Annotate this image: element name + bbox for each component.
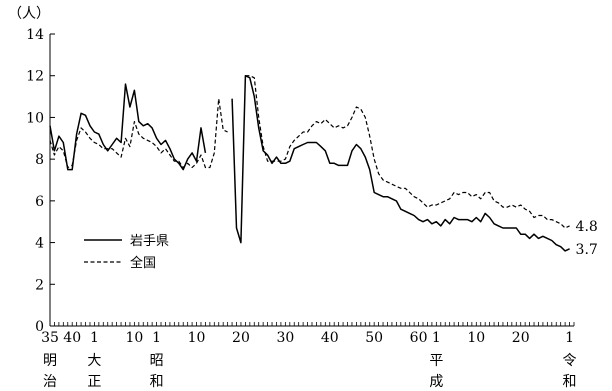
- era-label: 和: [150, 374, 164, 390]
- x-tick-label: 30: [276, 330, 294, 346]
- era-label: 昭: [150, 353, 164, 369]
- era-label: 成: [429, 374, 443, 390]
- x-tick-label: 10: [188, 330, 206, 346]
- y-tick-label: 0: [35, 319, 44, 335]
- y-tick-label: 6: [35, 194, 44, 210]
- y-tick-label: 14: [26, 27, 44, 43]
- era-label: 治: [43, 374, 57, 390]
- end-labels: 3.74.8: [576, 219, 598, 258]
- era-label: 正: [87, 374, 101, 390]
- x-tick-label: 20: [232, 330, 250, 346]
- x-tick-label: 60: [410, 330, 428, 346]
- x-tick-label: 40: [63, 330, 81, 346]
- y-tick-label: 8: [35, 152, 44, 168]
- x-tick-label: 50: [365, 330, 383, 346]
- era-label: 令: [563, 353, 577, 369]
- y-tick-label: 4: [35, 236, 44, 252]
- y-tick-label: 2: [35, 277, 44, 293]
- series-line-iwate: [49, 74, 570, 252]
- x-tick-label: 10: [467, 330, 485, 346]
- series-end-label: 3.7: [576, 242, 598, 258]
- y-axis: 0 2 4 6 8 10 12 14: [26, 27, 55, 335]
- legend-label: 岩手県: [130, 234, 169, 249]
- x-tick-label: 35: [41, 330, 59, 346]
- era-label: 大: [87, 353, 101, 369]
- era-label: 平: [429, 353, 443, 369]
- x-tick-label: 20: [512, 330, 530, 346]
- series-end-label: 4.8: [576, 219, 598, 235]
- era-label: 明: [43, 353, 57, 369]
- x-tick-label: 1: [90, 330, 99, 346]
- y-tick-label: 10: [26, 110, 44, 126]
- series-layer: [49, 74, 570, 252]
- x-tick-label: 10: [125, 330, 143, 346]
- x-tick-label: 1: [432, 330, 441, 346]
- x-tick-label: 1: [565, 330, 574, 346]
- era-label: 和: [563, 374, 577, 390]
- series-line-national: [49, 75, 570, 229]
- legend-label: 全国: [130, 255, 156, 271]
- y-axis-unit-label: （人）: [8, 6, 50, 22]
- y-tick-label: 12: [26, 69, 44, 85]
- x-tick-label: 1: [152, 330, 161, 346]
- x-tick-label: 40: [321, 330, 339, 346]
